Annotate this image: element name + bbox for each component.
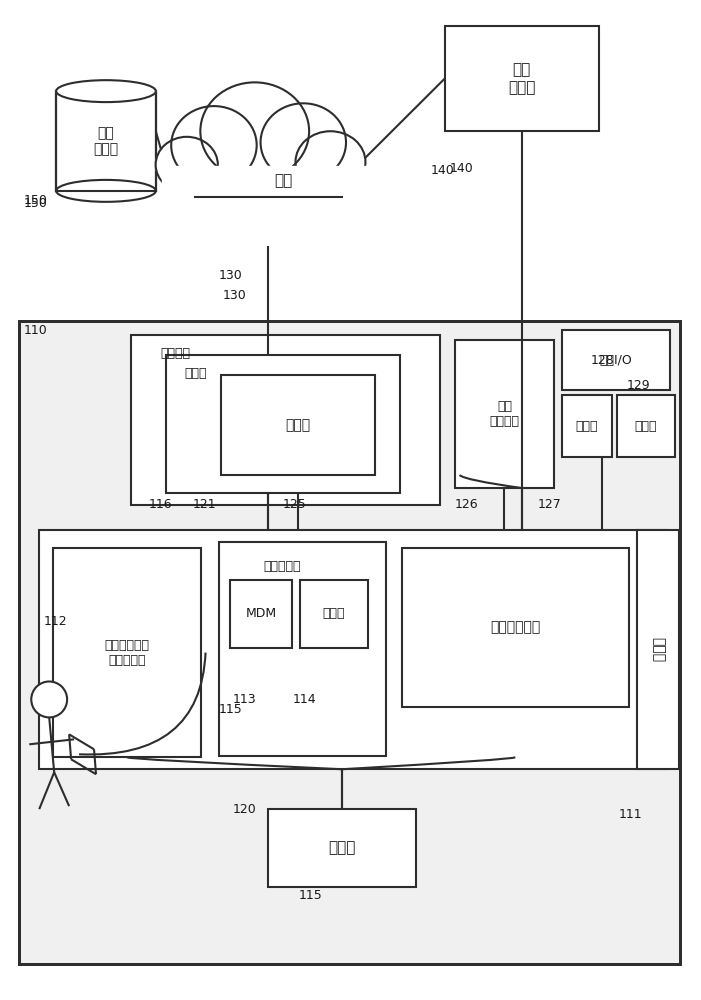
Ellipse shape xyxy=(56,80,156,102)
Text: 设计
机器人: 设计 机器人 xyxy=(508,62,536,95)
Bar xyxy=(617,395,674,457)
Text: 114: 114 xyxy=(292,693,316,706)
Text: 130: 130 xyxy=(219,269,243,282)
Text: 127: 127 xyxy=(537,498,561,511)
Text: 仪表板: 仪表板 xyxy=(184,367,207,380)
Ellipse shape xyxy=(196,144,341,207)
Text: 麦克风: 麦克风 xyxy=(576,420,599,433)
Text: 125: 125 xyxy=(283,498,306,511)
Bar xyxy=(131,335,440,505)
Text: 处理器: 处理器 xyxy=(328,841,355,856)
Bar xyxy=(56,91,156,191)
Text: 150: 150 xyxy=(23,197,47,210)
Text: 140: 140 xyxy=(430,164,454,177)
Circle shape xyxy=(32,681,67,717)
Bar xyxy=(402,548,629,707)
Text: 对话框: 对话框 xyxy=(285,418,311,432)
Bar xyxy=(637,530,679,769)
Ellipse shape xyxy=(171,106,257,184)
Text: 113: 113 xyxy=(233,693,256,706)
Bar xyxy=(231,580,292,648)
Text: 用户接口模块: 用户接口模块 xyxy=(490,621,540,635)
Text: 111: 111 xyxy=(619,808,643,821)
Text: 扬声器: 扬声器 xyxy=(634,420,657,433)
Text: 120: 120 xyxy=(233,803,257,816)
Text: 140: 140 xyxy=(449,162,473,175)
Ellipse shape xyxy=(200,82,309,180)
Bar xyxy=(454,340,554,488)
Text: 112: 112 xyxy=(43,615,67,628)
Bar xyxy=(300,580,368,648)
Text: 音频I/O: 音频I/O xyxy=(599,354,632,367)
Ellipse shape xyxy=(261,103,346,181)
Bar xyxy=(562,395,612,457)
Bar xyxy=(221,375,375,475)
Bar xyxy=(562,330,669,390)
Bar xyxy=(268,809,416,887)
Text: 存储器: 存储器 xyxy=(651,637,665,662)
Text: 116: 116 xyxy=(149,498,172,511)
Text: 网络: 网络 xyxy=(274,173,292,188)
Bar xyxy=(219,542,386,756)
Bar xyxy=(161,166,375,197)
Text: 用于工程工具
的应用软件: 用于工程工具 的应用软件 xyxy=(104,639,149,667)
Bar xyxy=(20,320,680,964)
Text: 129: 129 xyxy=(627,379,651,392)
Ellipse shape xyxy=(56,180,156,202)
Bar xyxy=(53,548,200,757)
Text: 设计机器人: 设计机器人 xyxy=(264,560,301,573)
Text: 115: 115 xyxy=(219,703,243,716)
Text: 130: 130 xyxy=(222,289,246,302)
Text: 110: 110 xyxy=(23,324,47,337)
Text: 设计
存储库: 设计 存储库 xyxy=(93,126,118,156)
Ellipse shape xyxy=(296,131,365,193)
Bar xyxy=(20,320,680,964)
Text: 用户
输入设备: 用户 输入设备 xyxy=(489,400,519,428)
Bar xyxy=(39,530,667,769)
Ellipse shape xyxy=(156,137,218,193)
Text: 转换器: 转换器 xyxy=(323,607,346,620)
Text: 121: 121 xyxy=(193,498,216,511)
Text: 115: 115 xyxy=(299,889,322,902)
Text: 显示设备: 显示设备 xyxy=(161,347,191,360)
Text: 150: 150 xyxy=(23,194,47,207)
Text: MDM: MDM xyxy=(246,607,277,620)
Bar xyxy=(165,355,400,493)
Bar xyxy=(444,26,599,131)
Text: 128: 128 xyxy=(591,354,615,367)
Text: 126: 126 xyxy=(454,498,478,511)
